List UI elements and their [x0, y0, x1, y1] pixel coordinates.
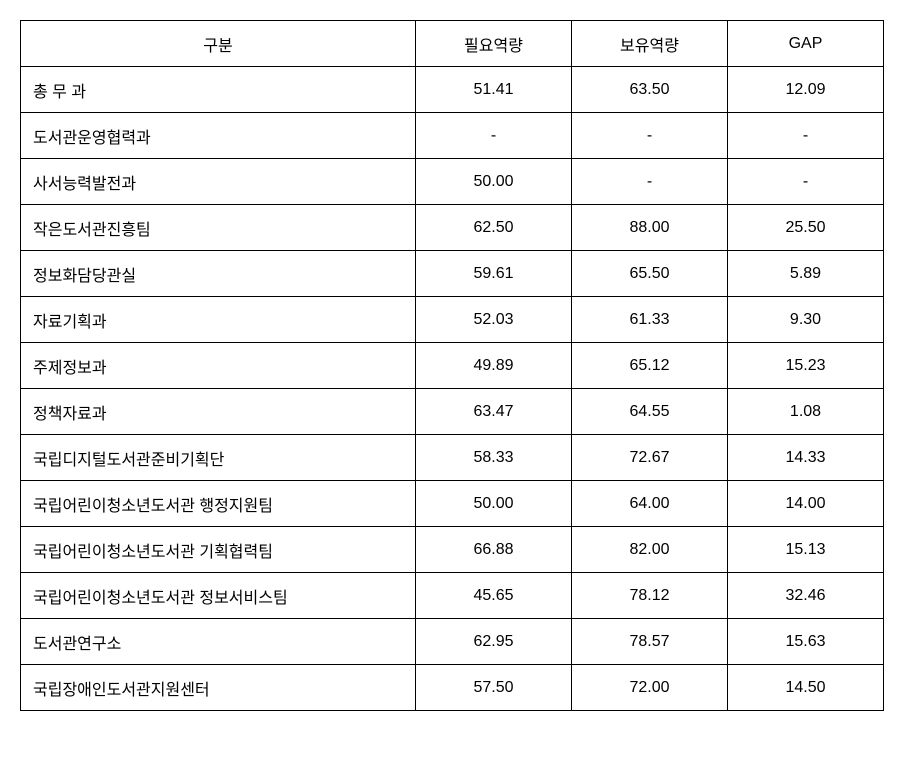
row-gap: 12.09 [728, 67, 884, 113]
row-label: 작은도서관진흥팀 [21, 205, 416, 251]
row-gap: - [728, 113, 884, 159]
row-gap: 5.89 [728, 251, 884, 297]
table-row: 정보화담당관실 59.61 65.50 5.89 [21, 251, 884, 297]
row-required: 57.50 [416, 665, 572, 711]
row-gap: 14.50 [728, 665, 884, 711]
table-row: 주제정보과 49.89 65.12 15.23 [21, 343, 884, 389]
table-row: 정책자료과 63.47 64.55 1.08 [21, 389, 884, 435]
table-row: 도서관운영협력과 - - - [21, 113, 884, 159]
row-label: 국립디지털도서관준비기획단 [21, 435, 416, 481]
row-gap: 15.63 [728, 619, 884, 665]
row-required: 62.50 [416, 205, 572, 251]
row-label: 자료기획과 [21, 297, 416, 343]
row-gap: 15.23 [728, 343, 884, 389]
row-required: - [416, 113, 572, 159]
row-held: 64.55 [572, 389, 728, 435]
row-held: 63.50 [572, 67, 728, 113]
row-label: 국립어린이청소년도서관 행정지원팀 [21, 481, 416, 527]
row-label: 정책자료과 [21, 389, 416, 435]
row-gap: 9.30 [728, 297, 884, 343]
table-row: 국립어린이청소년도서관 기획협력팀 66.88 82.00 15.13 [21, 527, 884, 573]
table-row: 작은도서관진흥팀 62.50 88.00 25.50 [21, 205, 884, 251]
row-label: 정보화담당관실 [21, 251, 416, 297]
row-held: 72.00 [572, 665, 728, 711]
row-required: 50.00 [416, 481, 572, 527]
header-required: 필요역량 [416, 21, 572, 67]
row-gap: 32.46 [728, 573, 884, 619]
table-row: 총 무 과 51.41 63.50 12.09 [21, 67, 884, 113]
row-required: 52.03 [416, 297, 572, 343]
header-label: 구분 [21, 21, 416, 67]
row-label: 국립어린이청소년도서관 정보서비스팀 [21, 573, 416, 619]
row-label: 총 무 과 [21, 67, 416, 113]
header-row: 구분 필요역량 보유역량 GAP [21, 21, 884, 67]
table-body: 총 무 과 51.41 63.50 12.09 도서관운영협력과 - - - 사… [21, 67, 884, 711]
row-label: 도서관연구소 [21, 619, 416, 665]
row-gap: - [728, 159, 884, 205]
table-row: 자료기획과 52.03 61.33 9.30 [21, 297, 884, 343]
row-held: 78.57 [572, 619, 728, 665]
row-required: 49.89 [416, 343, 572, 389]
row-required: 51.41 [416, 67, 572, 113]
row-gap: 14.33 [728, 435, 884, 481]
row-held: 82.00 [572, 527, 728, 573]
table-row: 국립어린이청소년도서관 정보서비스팀 45.65 78.12 32.46 [21, 573, 884, 619]
row-label: 국립어린이청소년도서관 기획협력팀 [21, 527, 416, 573]
row-held: 65.12 [572, 343, 728, 389]
row-held: - [572, 113, 728, 159]
row-held: - [572, 159, 728, 205]
row-required: 62.95 [416, 619, 572, 665]
table-header: 구분 필요역량 보유역량 GAP [21, 21, 884, 67]
row-required: 50.00 [416, 159, 572, 205]
row-required: 63.47 [416, 389, 572, 435]
row-gap: 14.00 [728, 481, 884, 527]
table-row: 국립장애인도서관지원센터 57.50 72.00 14.50 [21, 665, 884, 711]
row-required: 66.88 [416, 527, 572, 573]
table-row: 도서관연구소 62.95 78.57 15.63 [21, 619, 884, 665]
table-row: 사서능력발전과 50.00 - - [21, 159, 884, 205]
header-gap: GAP [728, 21, 884, 67]
row-gap: 1.08 [728, 389, 884, 435]
row-gap: 25.50 [728, 205, 884, 251]
row-label: 국립장애인도서관지원센터 [21, 665, 416, 711]
row-required: 59.61 [416, 251, 572, 297]
row-held: 65.50 [572, 251, 728, 297]
row-label: 도서관운영협력과 [21, 113, 416, 159]
row-required: 58.33 [416, 435, 572, 481]
table-row: 국립어린이청소년도서관 행정지원팀 50.00 64.00 14.00 [21, 481, 884, 527]
table-row: 국립디지털도서관준비기획단 58.33 72.67 14.33 [21, 435, 884, 481]
row-held: 72.67 [572, 435, 728, 481]
header-held: 보유역량 [572, 21, 728, 67]
row-label: 사서능력발전과 [21, 159, 416, 205]
row-gap: 15.13 [728, 527, 884, 573]
row-label: 주제정보과 [21, 343, 416, 389]
row-held: 64.00 [572, 481, 728, 527]
competency-table: 구분 필요역량 보유역량 GAP 총 무 과 51.41 63.50 12.09… [20, 20, 884, 711]
row-required: 45.65 [416, 573, 572, 619]
row-held: 88.00 [572, 205, 728, 251]
row-held: 78.12 [572, 573, 728, 619]
row-held: 61.33 [572, 297, 728, 343]
